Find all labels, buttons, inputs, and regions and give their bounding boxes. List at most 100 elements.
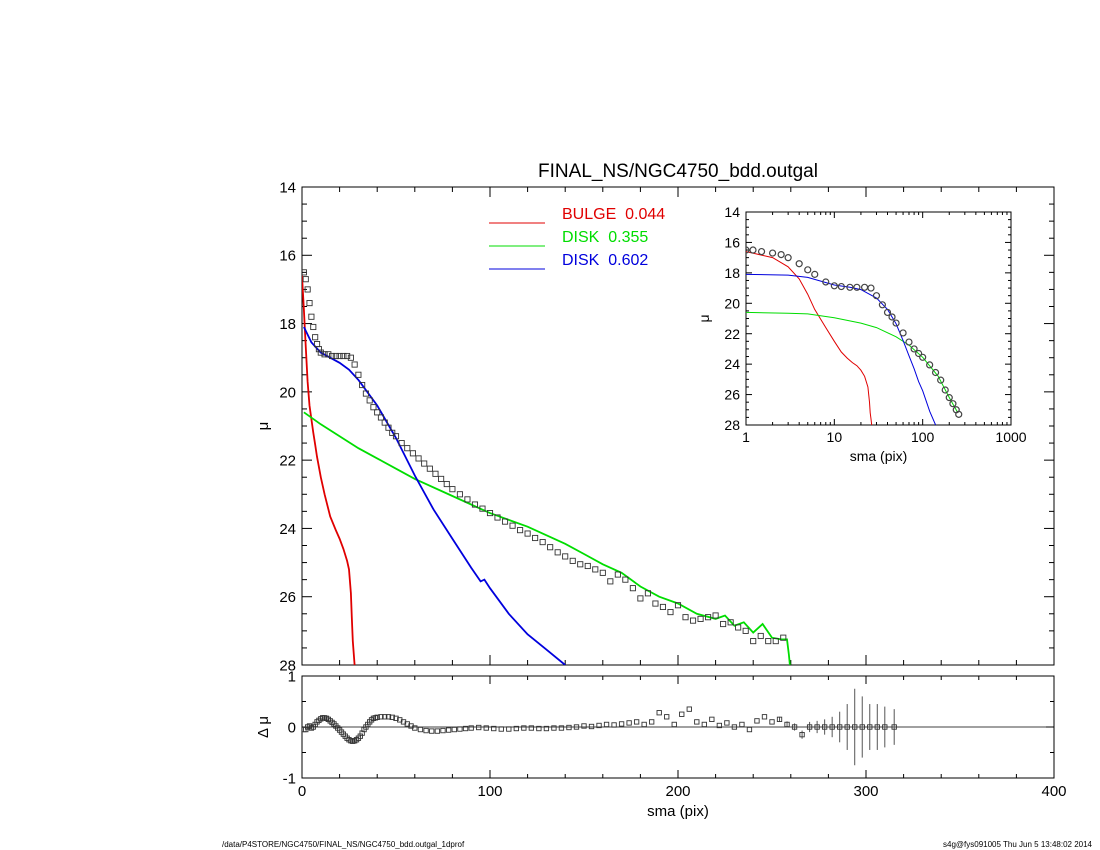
data-point <box>633 719 640 725</box>
data-point <box>449 486 456 493</box>
data-point <box>457 726 463 732</box>
data-point <box>506 726 512 732</box>
data-point <box>883 308 892 317</box>
data-point <box>483 725 489 731</box>
data-point <box>359 381 366 389</box>
data-point <box>720 620 727 628</box>
data-point <box>426 465 433 472</box>
data-point <box>837 724 843 730</box>
data-point <box>739 721 745 728</box>
data-point <box>312 334 319 341</box>
series-line-disk-0-355 <box>746 311 959 414</box>
series-line-disk-0-602 <box>746 273 937 425</box>
data-point <box>735 624 742 631</box>
data-point <box>471 501 479 508</box>
data-point <box>385 424 392 431</box>
data-point <box>409 450 416 457</box>
data-point <box>344 352 351 360</box>
data-point <box>727 619 734 626</box>
data-point <box>905 338 913 346</box>
data-point <box>429 728 435 734</box>
main-plot: 14 16 18 20 22 24 26 28 μ <box>255 179 1055 674</box>
data-point <box>498 726 504 732</box>
data-point <box>494 514 501 521</box>
data-point <box>652 600 659 607</box>
data-point <box>626 720 632 726</box>
data-point <box>878 301 886 309</box>
data-point <box>362 390 369 397</box>
data-point <box>385 714 392 720</box>
data-point <box>325 351 332 358</box>
data-point <box>780 634 787 641</box>
data-point <box>829 724 835 730</box>
data-point <box>588 723 595 730</box>
data-point <box>689 617 697 624</box>
data-point <box>438 475 445 482</box>
data-point <box>517 527 524 534</box>
data-point <box>547 544 554 551</box>
data-point <box>867 724 873 730</box>
data-point <box>867 284 875 292</box>
data-point <box>837 282 845 291</box>
data-point <box>389 714 395 720</box>
y-tick-label: 14 <box>279 179 296 196</box>
footer-filepath: /data/P4STORE/NGC4750/FINAL_NS/NGC4750_b… <box>222 840 465 849</box>
y-axis-label: μ <box>255 422 272 431</box>
y-axis-label: Δ μ <box>255 716 272 738</box>
data-point <box>528 725 535 731</box>
y-tick-label: 18 <box>279 316 296 333</box>
data-point <box>468 725 474 731</box>
data-point <box>310 323 317 331</box>
data-point <box>750 638 757 645</box>
data-point <box>674 602 682 609</box>
data-point <box>814 724 820 730</box>
data-point <box>888 313 896 321</box>
data-point <box>398 440 405 447</box>
y-tick-label: 24 <box>279 521 296 538</box>
data-point <box>479 505 486 512</box>
data-point <box>891 724 897 730</box>
data-point <box>393 715 399 721</box>
data-point <box>804 266 812 274</box>
data-point <box>757 632 764 640</box>
data-point <box>769 719 775 725</box>
data-point <box>915 349 923 358</box>
data-point <box>315 346 322 353</box>
y-tick-label: 14 <box>724 204 740 220</box>
data-point <box>308 313 315 320</box>
data-point <box>686 706 692 712</box>
data-point <box>501 518 509 525</box>
data-point <box>378 714 384 720</box>
x-tick-label: 100 <box>477 783 502 800</box>
x-tick-label: 100 <box>911 429 935 445</box>
data-point <box>569 557 576 564</box>
series-line-bulge-0-044 <box>746 251 873 425</box>
inset-frame <box>745 211 1012 426</box>
data-point <box>716 722 723 729</box>
data-point <box>659 603 667 611</box>
legend: BULGE 0.044 DISK 0.355 DISK 0.602 <box>489 206 665 270</box>
data-point <box>592 566 599 573</box>
data-point <box>421 460 428 467</box>
data-point <box>682 614 689 621</box>
data-point <box>667 609 674 616</box>
data-point <box>679 711 685 717</box>
x-tick-label: 400 <box>1041 783 1066 800</box>
data-point <box>784 254 792 262</box>
data-point <box>641 721 647 728</box>
data-point <box>486 510 494 517</box>
data-point <box>709 716 715 723</box>
data-point <box>551 725 557 731</box>
data-point <box>821 724 828 730</box>
data-point <box>955 410 963 418</box>
legend-label: DISK 0.602 <box>562 252 648 269</box>
data-point <box>618 721 625 727</box>
series-line-disk-0-602 <box>303 326 566 665</box>
data-point <box>432 470 439 477</box>
data-point <box>443 480 450 488</box>
data-point <box>304 286 311 293</box>
y-tick-label: 28 <box>724 417 740 433</box>
y-tick-label: 24 <box>724 356 740 372</box>
data-point <box>524 530 531 537</box>
